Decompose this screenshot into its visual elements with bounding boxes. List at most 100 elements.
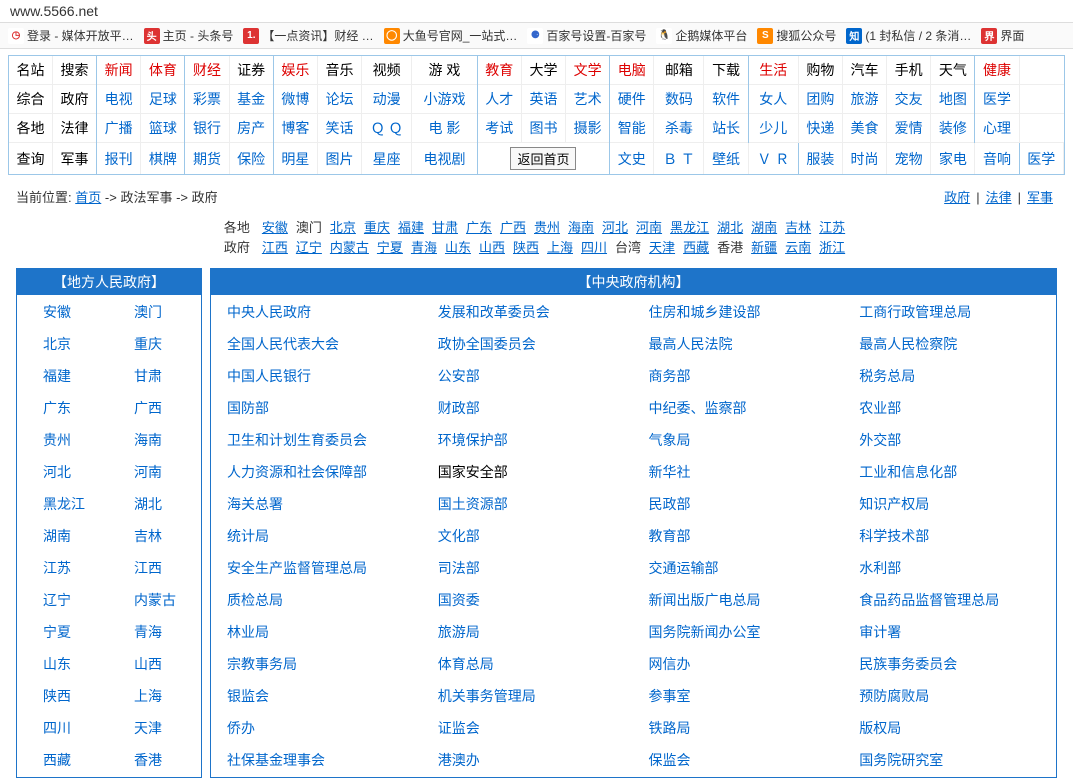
central-gov-link[interactable]: 交通运输部 (635, 553, 844, 583)
nav-link[interactable]: 综合 (9, 85, 52, 114)
nav-link[interactable]: 各地 (9, 114, 52, 143)
nav-link[interactable]: 下载 (704, 56, 748, 85)
province-link[interactable]: 内蒙古 (330, 240, 369, 255)
central-gov-link[interactable]: 科学技术部 (845, 521, 1054, 551)
nav-link[interactable]: 论坛 (317, 85, 361, 114)
central-gov-link[interactable]: 水利部 (845, 553, 1054, 583)
central-gov-link[interactable]: 最高人民检察院 (845, 329, 1054, 359)
central-gov-link[interactable]: 国资委 (424, 585, 633, 615)
nav-link[interactable]: 少儿 (748, 114, 798, 143)
central-gov-link[interactable]: 港澳办 (424, 745, 633, 775)
central-gov-link[interactable]: 税务总局 (845, 361, 1054, 391)
nav-link[interactable]: 文学 (566, 56, 610, 85)
nav-link[interactable]: 硬件 (610, 85, 654, 114)
breadcrumb-right-link[interactable]: 军事 (1027, 190, 1053, 205)
province-link[interactable]: 青海 (411, 240, 437, 255)
province-link[interactable]: 云南 (785, 240, 811, 255)
nav-link[interactable]: 基金 (229, 85, 273, 114)
central-gov-link[interactable]: 证监会 (424, 713, 633, 743)
nav-link[interactable]: 爱情 (887, 114, 931, 143)
province-link[interactable]: 湖南 (751, 220, 777, 235)
central-gov-link[interactable]: 中纪委、监察部 (635, 393, 844, 423)
central-gov-link[interactable]: 文化部 (424, 521, 633, 551)
local-gov-link[interactable]: 上海 (110, 681, 199, 711)
nav-link[interactable]: 银行 (185, 114, 229, 143)
province-link[interactable]: 新疆 (751, 240, 777, 255)
province-link[interactable]: 安徽 (262, 220, 288, 235)
local-gov-link[interactable]: 陕西 (19, 681, 108, 711)
local-gov-link[interactable]: 北京 (19, 329, 108, 359)
nav-link[interactable]: Ｂ Ｔ (654, 143, 704, 175)
province-link[interactable]: 贵州 (534, 220, 560, 235)
province-link[interactable]: 江西 (262, 240, 288, 255)
nav-link[interactable]: 笑话 (317, 114, 361, 143)
nav-link[interactable]: 音响 (975, 143, 1019, 175)
nav-link[interactable]: 军事 (52, 143, 96, 175)
nav-link[interactable]: 政府 (52, 85, 96, 114)
province-link[interactable]: 天津 (649, 240, 675, 255)
province-link[interactable]: 黑龙江 (670, 220, 709, 235)
nav-link[interactable]: 医学 (975, 85, 1019, 114)
bookmark-item[interactable]: S搜狐公众号 (757, 27, 836, 44)
nav-link[interactable]: 团购 (798, 85, 842, 114)
province-link[interactable]: 江苏 (819, 220, 845, 235)
central-gov-link[interactable]: 卫生和计划生育委员会 (213, 425, 422, 455)
central-gov-link[interactable]: 铁路局 (635, 713, 844, 743)
nav-link[interactable]: 天气 (931, 56, 975, 85)
province-link[interactable]: 台湾 (615, 240, 641, 255)
nav-link[interactable]: 博客 (273, 114, 317, 143)
central-gov-link[interactable]: 国务院研究室 (845, 745, 1054, 775)
nav-link[interactable]: 娱乐 (273, 56, 317, 85)
nav-link[interactable]: 站长 (704, 114, 748, 143)
central-gov-link[interactable]: 宗教事务局 (213, 649, 422, 679)
local-gov-link[interactable]: 黑龙江 (19, 489, 108, 519)
local-gov-link[interactable]: 河北 (19, 457, 108, 487)
province-link[interactable]: 福建 (398, 220, 424, 235)
local-gov-link[interactable]: 安徽 (19, 297, 108, 327)
nav-link[interactable]: 明星 (273, 143, 317, 175)
central-gov-link[interactable]: 国家安全部 (424, 457, 633, 487)
central-gov-link[interactable]: 司法部 (424, 553, 633, 583)
bookmark-item[interactable]: ⚈百家号设置-百家号 (527, 27, 646, 44)
local-gov-link[interactable]: 海南 (110, 425, 199, 455)
central-gov-link[interactable]: 林业局 (213, 617, 422, 647)
central-gov-link[interactable]: 民政部 (635, 489, 844, 519)
local-gov-link[interactable]: 河南 (110, 457, 199, 487)
nav-link[interactable]: 医学 (1019, 143, 1063, 175)
province-link[interactable]: 吉林 (785, 220, 811, 235)
province-link[interactable]: 重庆 (364, 220, 390, 235)
central-gov-link[interactable]: 侨办 (213, 713, 422, 743)
nav-link[interactable]: 人才 (477, 85, 521, 114)
nav-link[interactable]: 期货 (185, 143, 229, 175)
central-gov-link[interactable]: 环境保护部 (424, 425, 633, 455)
central-gov-link[interactable]: 国土资源部 (424, 489, 633, 519)
nav-link[interactable]: 教育 (477, 56, 521, 85)
nav-link[interactable]: 音乐 (317, 56, 361, 85)
nav-link[interactable]: 杀毒 (654, 114, 704, 143)
nav-link[interactable]: 电视剧 (412, 143, 478, 175)
local-gov-link[interactable]: 江苏 (19, 553, 108, 583)
local-gov-link[interactable]: 山西 (110, 649, 199, 679)
nav-link[interactable]: Ｑ Ｑ (362, 114, 412, 143)
nav-link[interactable]: 查询 (9, 143, 52, 175)
province-link[interactable]: 四川 (581, 240, 607, 255)
province-link[interactable]: 湖北 (717, 220, 743, 235)
local-gov-link[interactable]: 西藏 (19, 745, 108, 775)
bookmark-item[interactable]: 知(1 封私信 / 2 条消… (846, 27, 971, 44)
bookmark-item[interactable]: 头主页 - 头条号 (144, 27, 234, 44)
breadcrumb-right-link[interactable]: 法律 (986, 190, 1012, 205)
nav-link[interactable]: 购物 (798, 56, 842, 85)
nav-link[interactable]: 名站 (9, 56, 52, 85)
nav-link[interactable]: 体育 (141, 56, 185, 85)
local-gov-link[interactable]: 湖南 (19, 521, 108, 551)
nav-link[interactable]: 装修 (931, 114, 975, 143)
nav-link[interactable]: 生活 (748, 56, 798, 85)
nav-link[interactable]: 房产 (229, 114, 273, 143)
nav-link[interactable]: 英语 (521, 85, 565, 114)
nav-link[interactable]: 星座 (362, 143, 412, 175)
province-link[interactable]: 山东 (445, 240, 471, 255)
nav-link[interactable]: 旅游 (842, 85, 886, 114)
nav-link[interactable]: 小游戏 (412, 85, 478, 114)
central-gov-link[interactable]: 海关总署 (213, 489, 422, 519)
local-gov-link[interactable]: 广东 (19, 393, 108, 423)
